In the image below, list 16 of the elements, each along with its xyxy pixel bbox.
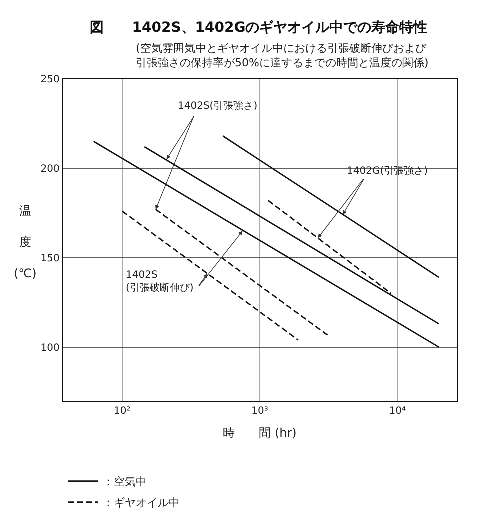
annotation: 1402S (引張破断伸び) xyxy=(126,270,194,294)
x-axis-title: 時 間 (hr) xyxy=(223,426,297,440)
legend-label: ：空気中 xyxy=(103,476,147,489)
chart-title: 図 1402S、1402Gのギヤオイル中での寿命特性 xyxy=(90,20,428,36)
annotation: 1402S(引張強さ) xyxy=(178,100,258,112)
chart-subtitle: (空気雰囲気中とギヤオイル中における引張破断伸びおよび引張強さの保持率が50%に達するまでの時間と温度の関係) xyxy=(136,42,429,70)
y-tick-label: 150 xyxy=(40,253,60,264)
x-tick-label: 10⁴ xyxy=(389,406,406,418)
y-tick-label: 200 xyxy=(40,164,60,175)
annotation: 1402G(引張強さ) xyxy=(347,165,428,177)
x-tick-label: 10² xyxy=(114,406,131,418)
x-tick-label: 10³ xyxy=(252,406,268,418)
legend-label: ：ギヤオイル中 xyxy=(103,496,180,510)
y-tick-label: 250 xyxy=(40,74,60,86)
text: 温度(℃) xyxy=(14,204,37,280)
y-tick-label: 100 xyxy=(40,342,60,354)
